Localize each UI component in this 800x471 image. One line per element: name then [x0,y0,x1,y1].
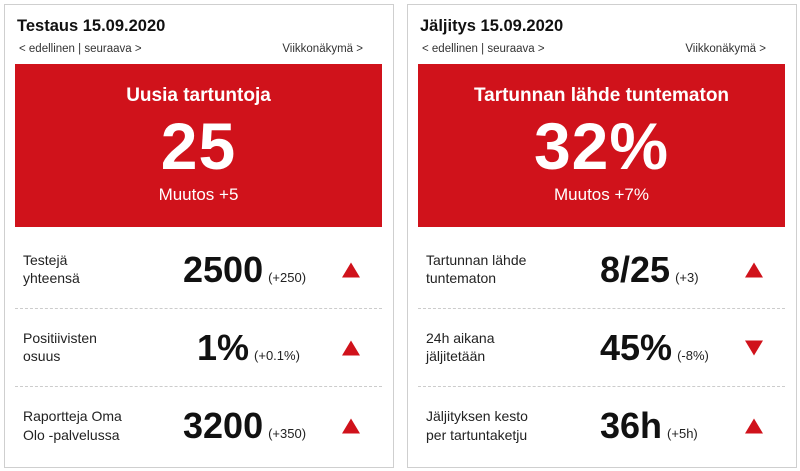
stat-label-line: jäljitetään [426,348,486,365]
hero-change: Muutos +7% [554,185,649,204]
card-title: Testaus 15.09.2020 [17,17,166,35]
card-navigation: < edellinen | seuraava > Viikkonäkymä > [422,43,766,55]
stat-value: 2500 [183,248,264,290]
stat-label-line: osuus [23,348,61,365]
trend-up-icon [745,418,763,434]
trend-up-icon [342,262,360,277]
stat-value-group: 8/25 (+3) [600,249,699,291]
stat-row: Testejä yhteensä 2500 (+250) [15,231,382,309]
stat-value: 3200 [183,405,264,446]
tracing-card: Jäljitys 15.09.2020 < edellinen | seuraa… [407,4,797,468]
stat-value-group: 36h (+5h) [600,405,698,447]
stat-change: (+250) [268,269,307,285]
stat-change: (+0.1%) [254,347,300,363]
hero-label: Uusia tartuntoja [126,85,271,106]
stat-label: Jäljityksen kesto per tartuntaketju [426,407,576,445]
week-view-link[interactable]: Viikkonäkymä > [685,43,766,55]
stat-label: Testejä yhteensä [23,251,173,289]
stat-label-line: Olo -palvelussa [23,427,120,443]
stat-label-line: yhteensä [23,270,80,287]
stat-row: Tartunnan lähde tuntematon 8/25 (+3) [418,231,785,309]
hero-panel: Tartunnan lähde tuntematon 32% Muutos +7… [418,64,785,227]
hero-value: 32% [533,109,670,183]
stat-row: Jäljityksen kesto per tartuntaketju 36h … [418,387,785,465]
stat-label-line: 24h aikana [426,329,495,346]
stat-label-line: tuntematon [426,270,497,287]
stat-label-line: per tartuntaketju [426,427,528,443]
card-title: Jäljitys 15.09.2020 [420,17,564,35]
stat-label: Raportteja Oma Olo -palvelussa [23,407,173,445]
stat-list: Testejä yhteensä 2500 (+250) Positiivist… [15,231,382,465]
stat-value: 1% [197,326,250,368]
stat-row: Raportteja Oma Olo -palvelussa 3200 (+35… [15,387,382,465]
card-navigation: < edellinen | seuraava > Viikkonäkymä > [19,43,363,55]
stat-change: (-8%) [677,347,709,363]
stat-label-line: Raportteja Oma [23,408,122,425]
trend-up-icon [342,418,360,434]
trend-up-icon [342,340,360,355]
hero-panel: Uusia tartuntoja 25 Muutos +5 [15,64,382,227]
stat-label: 24h aikana jäljitetään [426,329,576,367]
prev-next-link[interactable]: < edellinen | seuraava > [422,43,545,55]
stat-list: Tartunnan lähde tuntematon 8/25 (+3) 24h… [418,231,785,465]
stat-value-group: 2500 (+250) [183,249,306,291]
stat-label: Positiivisten osuus [23,329,173,367]
stat-value: 8/25 [600,248,671,290]
trend-down-icon [745,340,763,355]
hero-change: Muutos +5 [158,185,239,204]
stat-label: Tartunnan lähde tuntematon [426,251,576,289]
prev-next-link[interactable]: < edellinen | seuraava > [19,43,142,55]
stat-value-group: 3200 (+350) [183,405,306,447]
stat-row: Positiivisten osuus 1% (+0.1%) [15,309,382,387]
hero-value: 25 [160,109,237,183]
week-view-link[interactable]: Viikkonäkymä > [282,43,363,55]
stat-value-group: 45% (-8%) [600,327,709,369]
stat-value: 45% [600,326,673,368]
stat-label-line: Jäljityksen kesto [426,408,528,425]
stat-value-group: 1% (+0.1%) [197,327,300,369]
stat-value: 36h [600,405,663,446]
trend-up-icon [745,262,763,277]
stat-change: (+5h) [667,426,698,441]
stat-row: 24h aikana jäljitetään 45% (-8%) [418,309,785,387]
stat-label-line: Testejä [23,251,68,268]
stat-change: (+350) [268,426,307,441]
hero-label: Tartunnan lähde tuntematon [473,85,730,106]
testing-card: Testaus 15.09.2020 < edellinen | seuraav… [4,4,394,468]
stat-label-line: Positiivisten [23,329,97,346]
stat-change: (+3) [675,269,699,285]
stat-label-line: Tartunnan lähde [426,251,527,268]
